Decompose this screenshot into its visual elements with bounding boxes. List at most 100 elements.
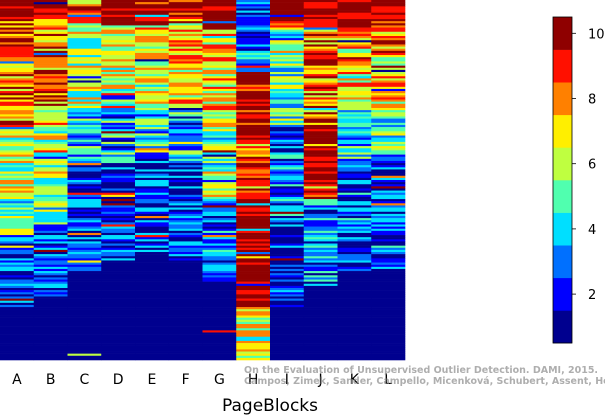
heatmap-cell xyxy=(303,349,338,352)
heatmap-cell xyxy=(371,40,406,43)
heatmap-cell xyxy=(168,2,203,5)
heatmap-cell xyxy=(135,154,170,158)
heatmap-cell xyxy=(101,355,136,359)
heatmap-cell xyxy=(135,220,170,223)
heatmap-cell xyxy=(0,290,35,293)
heatmap-cell xyxy=(67,78,102,81)
heatmap-cell xyxy=(371,249,406,253)
heatmap-cell xyxy=(202,80,237,83)
heatmap-cell xyxy=(0,173,35,177)
heatmap-cell xyxy=(337,97,372,100)
heatmap-cell xyxy=(33,129,68,132)
heatmap-cell xyxy=(67,324,102,327)
heatmap-cell xyxy=(67,243,102,246)
heatmap-cell xyxy=(270,196,305,200)
heatmap-cell xyxy=(33,319,68,323)
heatmap-cell xyxy=(101,165,136,168)
heatmap-cell xyxy=(202,324,237,327)
heatmap-cell xyxy=(236,277,271,280)
heatmap-cell xyxy=(33,353,68,357)
heatmap-cell xyxy=(67,196,102,200)
heatmap-cell xyxy=(33,264,68,268)
heatmap-cell xyxy=(303,334,338,338)
heatmap-cell xyxy=(202,61,237,64)
heatmap-cell xyxy=(0,8,35,11)
heatmap-cell xyxy=(270,133,305,136)
heatmap-cell xyxy=(67,40,102,43)
heatmap-cell xyxy=(337,127,372,130)
heatmap-cell xyxy=(303,95,338,98)
heatmap-cell xyxy=(270,252,305,255)
heatmap-cell xyxy=(202,232,237,236)
heatmap-cell xyxy=(0,63,35,66)
heatmap-cell xyxy=(0,103,35,107)
heatmap-cell xyxy=(236,290,271,293)
heatmap-cell xyxy=(303,315,338,318)
heatmap-cell xyxy=(337,281,372,285)
heatmap-cell xyxy=(67,74,102,77)
heatmap-cell xyxy=(270,177,305,181)
heatmap-cell xyxy=(0,42,35,45)
heatmap-cell xyxy=(371,230,406,234)
heatmap-cell xyxy=(236,201,271,204)
heatmap-cell xyxy=(135,205,170,208)
heatmap-cell xyxy=(270,292,305,295)
heatmap-cell xyxy=(33,190,68,194)
heatmap-cell xyxy=(371,14,406,18)
heatmap-cell xyxy=(33,171,68,174)
heatmap-cell xyxy=(168,29,203,33)
heatmap-cell xyxy=(270,232,305,236)
heatmap-cell xyxy=(202,86,237,90)
heatmap-cell xyxy=(33,23,68,26)
x-tick-label: C xyxy=(79,372,89,388)
heatmap-cell xyxy=(0,349,35,352)
heatmap-cell xyxy=(337,188,372,191)
heatmap-cell xyxy=(67,65,102,69)
heatmap-cell xyxy=(371,281,406,285)
heatmap-cell xyxy=(101,112,136,115)
heatmap-cell xyxy=(202,279,237,282)
heatmap-cell xyxy=(371,29,406,33)
heatmap-cell xyxy=(270,124,305,128)
heatmap-cell xyxy=(0,319,35,323)
heatmap-cell xyxy=(202,332,237,335)
heatmap-cell xyxy=(202,228,237,232)
heatmap-cell xyxy=(33,357,68,361)
heatmap-cell xyxy=(270,118,305,122)
heatmap-cell xyxy=(303,239,338,242)
heatmap-cell xyxy=(270,205,305,208)
heatmap-cell xyxy=(303,97,338,100)
heatmap-cell xyxy=(371,154,406,158)
colorbar-segment xyxy=(553,49,572,83)
heatmap-cell xyxy=(168,264,203,268)
heatmap-cell xyxy=(101,258,136,261)
heatmap-cell xyxy=(303,196,338,200)
heatmap-cell xyxy=(337,184,372,187)
heatmap-cell xyxy=(270,324,305,327)
heatmap-cell xyxy=(371,12,406,16)
heatmap-cell xyxy=(0,144,35,147)
heatmap-cell xyxy=(270,27,305,30)
heatmap-cell xyxy=(270,108,305,111)
heatmap-cell xyxy=(168,182,203,185)
heatmap-cell xyxy=(337,131,372,134)
heatmap-cell xyxy=(371,220,406,223)
heatmap-cell xyxy=(236,148,271,151)
heatmap-cell xyxy=(236,226,271,230)
heatmap-cell xyxy=(101,262,136,266)
heatmap-cell xyxy=(371,65,406,69)
heatmap-cell xyxy=(101,50,136,54)
heatmap-cell xyxy=(303,281,338,285)
heatmap-cell xyxy=(101,260,136,263)
heatmap-cell xyxy=(168,135,203,138)
heatmap-cell xyxy=(67,209,102,213)
heatmap-cell xyxy=(337,279,372,282)
heatmap-cell xyxy=(270,258,305,261)
heatmap-cell xyxy=(371,180,406,183)
heatmap-cell xyxy=(101,218,136,221)
heatmap-cell xyxy=(33,228,68,232)
heatmap-cell xyxy=(0,345,35,348)
heatmap-cell xyxy=(0,307,35,310)
heatmap-cell xyxy=(135,33,170,37)
heatmap-cell xyxy=(371,260,406,263)
